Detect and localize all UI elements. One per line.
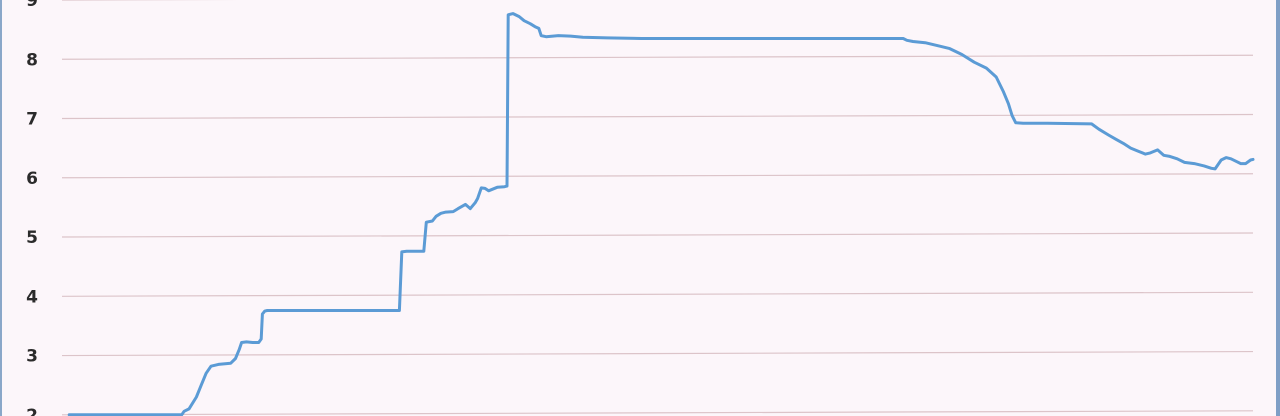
gridline-7: [61, 113, 1254, 120]
y-axis-tick-labels: 2 3 4 5 6 7 8 9: [26, 0, 38, 416]
chart-frame-left-border: [0, 0, 2, 416]
gridline-5: [61, 232, 1254, 238]
gridline-6: [61, 173, 1254, 179]
y-tick-label-9: 9: [26, 0, 38, 11]
y-tick-label-6: 6: [26, 169, 38, 189]
gridline-4: [61, 291, 1254, 297]
gridline-3: [61, 350, 1254, 357]
y-tick-label-4: 4: [26, 287, 38, 307]
series-line-1: [67, 12, 1255, 416]
series-lines: [67, 12, 1255, 416]
y-tick-label-3: 3: [26, 347, 38, 367]
y-tick-label-2: 2: [26, 406, 38, 416]
y-tick-label-5: 5: [26, 228, 38, 248]
gridline-8: [61, 54, 1254, 60]
gridlines: [61, 0, 1254, 416]
y-tick-label-7: 7: [26, 110, 38, 130]
y-tick-label-8: 8: [26, 50, 38, 70]
gridline-2: [61, 410, 1254, 416]
chart-frame-right-border: [1276, 0, 1280, 416]
